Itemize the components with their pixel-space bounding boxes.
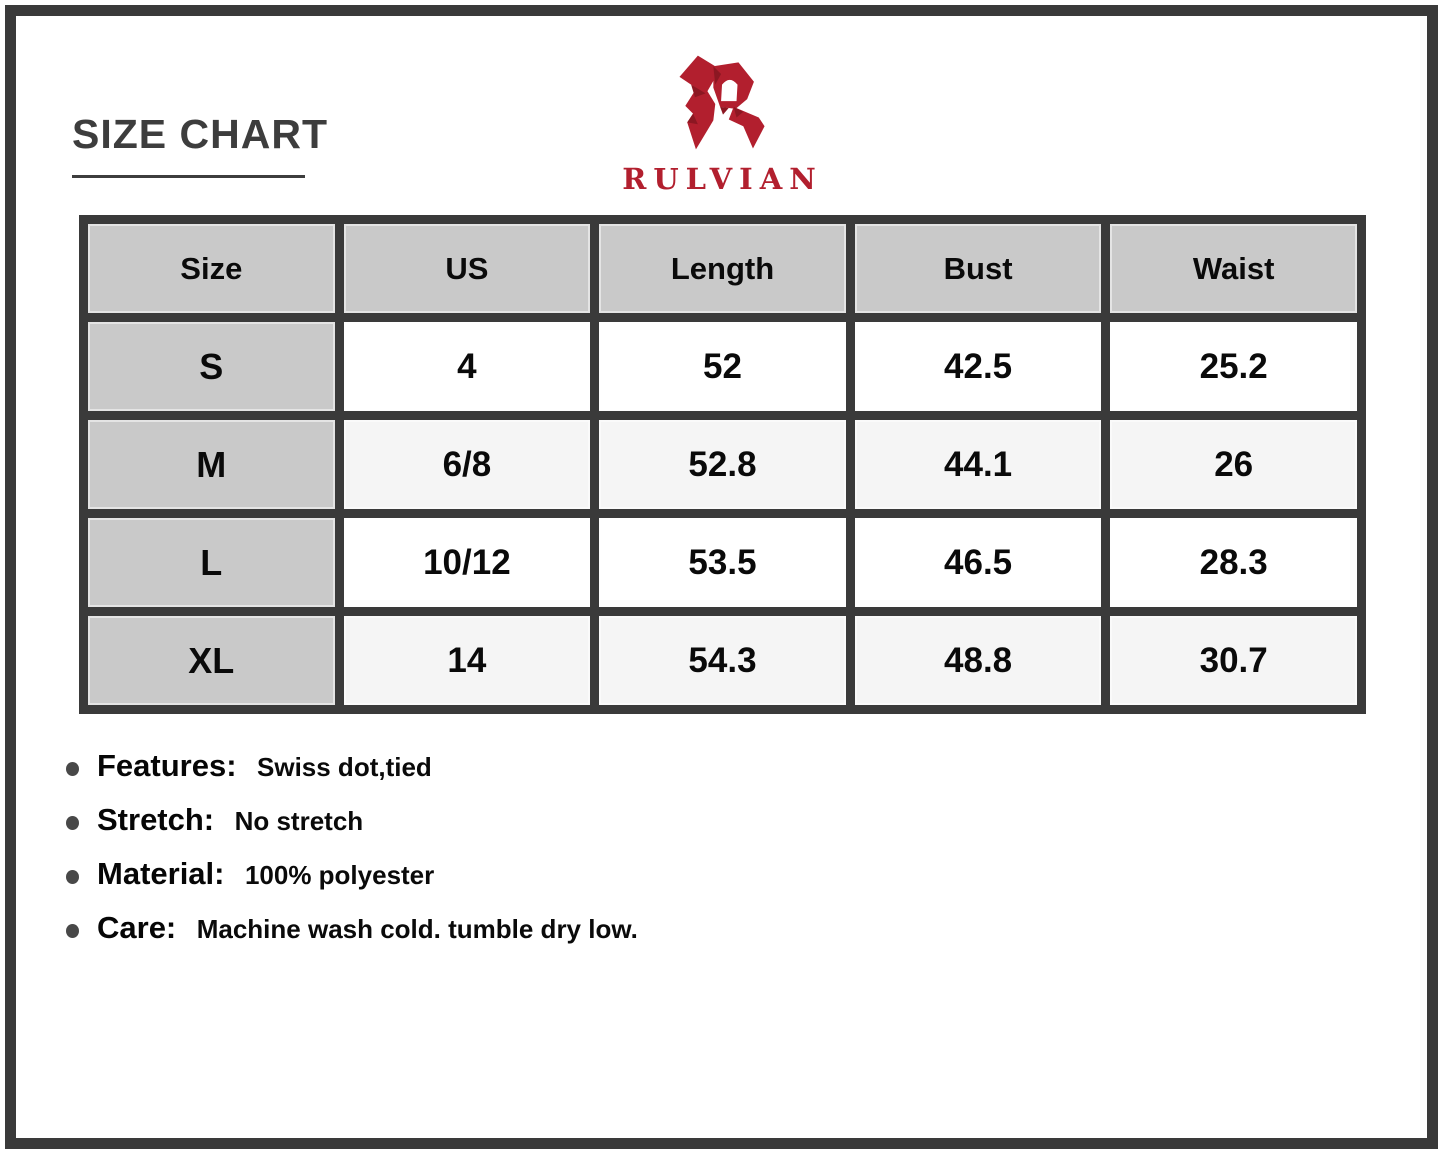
us-cell: 10/12 [343,518,591,607]
length-cell: 53.5 [599,518,846,607]
table-row-xl: XL 14 54.3 48.8 30.7 [88,616,1357,705]
detail-item-features: Features: Swiss dot,tied [66,746,638,791]
table-row-l: L 10/12 53.5 46.5 28.3 [88,518,1357,607]
detail-label: Features: [97,748,237,783]
detail-value: 100% polyester [244,860,435,890]
bullet-icon [66,761,79,776]
title-underline [72,175,305,179]
bullet-icon [66,815,79,830]
us-cell: 14 [343,616,591,705]
size-cell: S [88,322,335,411]
product-details-list: Features: Swiss dot,tied Stretch: No str… [66,746,638,962]
size-cell: M [88,420,335,509]
detail-value: No stretch [234,806,364,836]
detail-label: Stretch: [97,802,215,837]
bullet-icon [66,923,79,938]
brand-logo: RULVIAN [593,46,853,196]
detail-label: Care: [97,910,177,945]
length-cell: 52.8 [599,420,846,509]
waist-cell: 30.7 [1110,616,1357,705]
bust-cell: 48.8 [854,616,1102,705]
column-header-waist: Waist [1110,224,1357,313]
table-row-s: S 4 52 42.5 25.2 [88,322,1357,411]
waist-cell: 28.3 [1110,518,1357,607]
table-header-row: Size US Length Bust Waist [88,224,1357,313]
waist-cell: 25.2 [1110,322,1357,411]
length-cell: 52 [599,322,846,411]
us-cell: 6/8 [343,420,591,509]
detail-item-material: Material: 100% polyester [66,854,638,899]
brand-wordmark: RULVIAN [622,162,823,196]
size-cell: XL [88,616,335,705]
bust-cell: 46.5 [854,518,1102,607]
size-cell: L [88,518,335,607]
detail-value: Swiss dot,tied [257,752,432,782]
us-cell: 4 [343,322,591,411]
size-chart-table: Size US Length Bust Waist S 4 52 42.5 25… [79,215,1366,714]
column-header-bust: Bust [854,224,1102,313]
column-header-us: US [343,224,591,313]
detail-item-care: Care: Machine wash cold. tumble dry low. [66,908,638,953]
column-header-size: Size [88,224,335,313]
rulvian-logo-icon [679,55,765,150]
bust-cell: 44.1 [854,420,1102,509]
page-title: SIZE CHART [72,111,328,157]
bullet-icon [66,869,79,884]
detail-value: Machine wash cold. tumble dry low. [196,914,638,944]
length-cell: 54.3 [599,616,846,705]
bust-cell: 42.5 [854,322,1102,411]
table-row-m: M 6/8 52.8 44.1 26 [88,420,1357,509]
column-header-length: Length [599,224,846,313]
title-block: SIZE CHART [72,111,328,179]
detail-item-stretch: Stretch: No stretch [66,800,638,845]
detail-label: Material: [97,856,225,891]
waist-cell: 26 [1110,420,1357,509]
